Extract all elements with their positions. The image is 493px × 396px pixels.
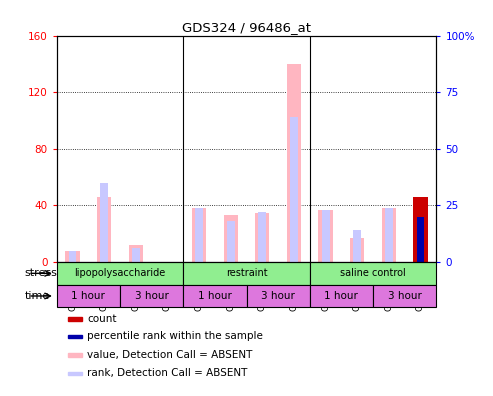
- Bar: [68, 335, 82, 338]
- Bar: [97, 197, 111, 262]
- Text: stress: stress: [25, 268, 57, 278]
- Text: lipopolysaccharide: lipopolysaccharide: [74, 268, 166, 278]
- Bar: [417, 217, 424, 262]
- Text: count: count: [87, 314, 117, 324]
- Bar: [385, 208, 393, 262]
- Bar: [223, 215, 238, 262]
- Bar: [350, 238, 364, 262]
- Bar: [192, 208, 206, 262]
- Bar: [321, 210, 329, 262]
- Text: value, Detection Call = ABSENT: value, Detection Call = ABSENT: [87, 350, 253, 360]
- Bar: [246, 285, 310, 307]
- Text: rank, Detection Call = ABSENT: rank, Detection Call = ABSENT: [87, 368, 248, 378]
- Bar: [258, 212, 266, 262]
- Bar: [195, 208, 203, 262]
- Text: 1 hour: 1 hour: [324, 291, 358, 301]
- Bar: [66, 251, 80, 262]
- Text: 3 hour: 3 hour: [387, 291, 422, 301]
- Bar: [68, 317, 82, 320]
- Text: 1 hour: 1 hour: [71, 291, 106, 301]
- Bar: [69, 251, 76, 262]
- Bar: [120, 285, 183, 307]
- Text: time: time: [25, 291, 50, 301]
- Bar: [129, 245, 143, 262]
- Bar: [227, 221, 235, 262]
- Bar: [183, 285, 246, 307]
- Bar: [287, 64, 301, 262]
- Bar: [68, 353, 82, 357]
- Bar: [413, 197, 427, 262]
- Bar: [310, 285, 373, 307]
- Bar: [255, 213, 270, 262]
- Bar: [290, 117, 298, 262]
- Bar: [310, 262, 436, 285]
- Bar: [100, 183, 108, 262]
- Bar: [373, 285, 436, 307]
- Bar: [57, 285, 120, 307]
- Text: 3 hour: 3 hour: [135, 291, 169, 301]
- Text: saline control: saline control: [340, 268, 406, 278]
- Text: 1 hour: 1 hour: [198, 291, 232, 301]
- Text: restraint: restraint: [226, 268, 267, 278]
- Bar: [183, 262, 310, 285]
- Bar: [57, 262, 183, 285]
- Text: 3 hour: 3 hour: [261, 291, 295, 301]
- Bar: [413, 197, 427, 262]
- Bar: [132, 248, 140, 262]
- Title: GDS324 / 96486_at: GDS324 / 96486_at: [182, 21, 311, 34]
- Text: percentile rank within the sample: percentile rank within the sample: [87, 331, 263, 341]
- Bar: [353, 230, 361, 262]
- Bar: [68, 371, 82, 375]
- Bar: [318, 209, 333, 262]
- Bar: [382, 208, 396, 262]
